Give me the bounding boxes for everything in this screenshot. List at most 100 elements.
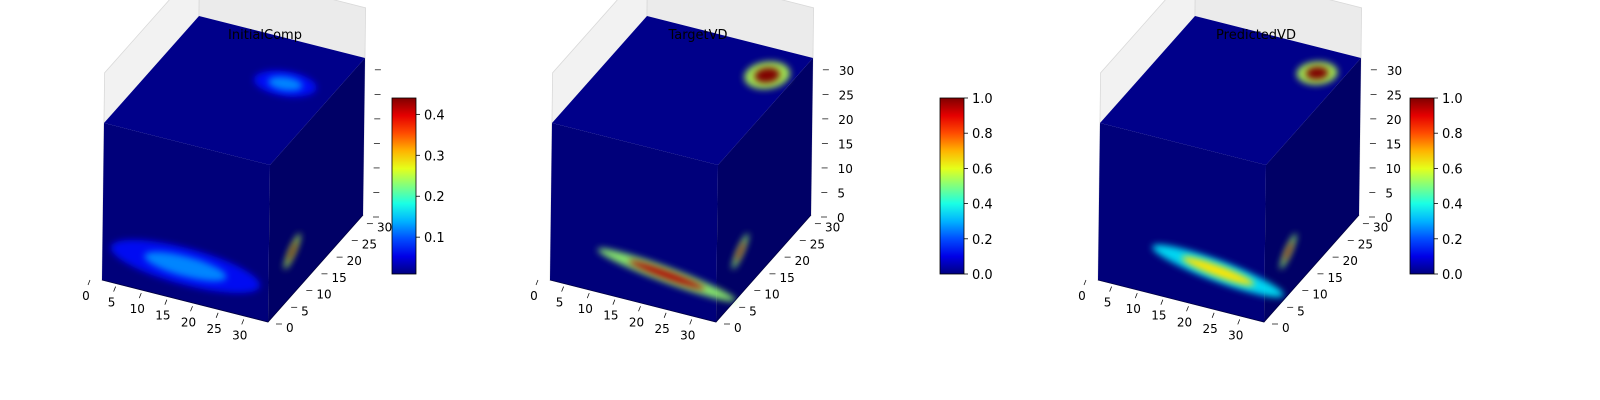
colorbar-tick-label: 0.1 xyxy=(424,231,445,246)
z-tick-label: 30 xyxy=(839,64,854,78)
y-tick-label: 30 xyxy=(825,221,840,235)
y-tick-label: 25 xyxy=(362,237,377,251)
voxel-feature-right xyxy=(735,241,745,262)
voxel-feature-front xyxy=(628,260,705,290)
x-tick-label: 20 xyxy=(181,315,196,329)
y-tick-label: 0 xyxy=(734,321,742,335)
x-tick xyxy=(561,286,564,292)
x-tick xyxy=(1211,312,1215,318)
x-tick xyxy=(113,286,116,292)
x-tick-label: 25 xyxy=(654,322,669,336)
voxel-feature-right xyxy=(1283,241,1293,262)
cube-top-face xyxy=(1100,16,1361,165)
x-tick xyxy=(138,292,142,299)
x-tick-label: 15 xyxy=(603,309,618,323)
y-tick-label: 10 xyxy=(316,288,331,302)
y-tick-label: 20 xyxy=(1343,254,1358,268)
x-tick-label: 20 xyxy=(1177,315,1192,329)
x-tick-label: 0 xyxy=(530,289,538,303)
x-tick-label: 20 xyxy=(629,315,644,329)
y-tick-label: 5 xyxy=(301,304,309,318)
x-tick-label: 10 xyxy=(578,302,593,316)
x-tick xyxy=(1134,292,1138,299)
chart-panel-2: 0 5 10 15 20 25 30051015202530051015202530Targ… xyxy=(530,0,993,342)
x-tick-label: 30 xyxy=(1228,328,1243,342)
cube-top-face xyxy=(104,16,365,165)
y-tick-label: 5 xyxy=(749,304,757,318)
x-tick-label: 10 xyxy=(1126,302,1141,316)
colorbar-tick-label: 0.4 xyxy=(1442,198,1463,213)
z-tick-label: 25 xyxy=(1387,88,1402,102)
y-tick-label: 20 xyxy=(795,254,810,268)
x-tick xyxy=(1083,279,1087,286)
colorbar-tick-label: 1.0 xyxy=(972,92,993,107)
colorbar-tick-label: 0.8 xyxy=(1442,127,1463,142)
voxel-feature-front xyxy=(144,251,227,282)
y-tick-label: 20 xyxy=(347,254,362,268)
colorbar-tick-label: 0.2 xyxy=(972,233,993,248)
cube-top-face xyxy=(552,16,813,165)
x-tick-label: 25 xyxy=(1202,322,1217,336)
x-tick xyxy=(164,299,168,305)
voxel-feature-top xyxy=(1305,66,1329,80)
x-tick xyxy=(638,306,641,312)
x-tick xyxy=(586,292,590,299)
y-tick-label: 5 xyxy=(1297,304,1305,318)
y-tick-label: 15 xyxy=(1327,271,1342,285)
x-tick xyxy=(215,312,219,318)
x-tick-label: 0 xyxy=(82,289,90,303)
x-tick-label: 5 xyxy=(108,296,116,310)
x-tick xyxy=(241,319,245,325)
z-tick-label: 15 xyxy=(1386,137,1401,151)
cube-edges xyxy=(101,214,364,323)
colorbar xyxy=(1409,97,1435,275)
chart-panel-3: 0 5 10 15 20 25 30051015202530051015202530Pred… xyxy=(1078,0,1463,342)
y-tick-label: 30 xyxy=(1373,221,1388,235)
x-tick xyxy=(689,319,693,325)
x-tick xyxy=(1160,299,1164,305)
z-tick-label: 0 xyxy=(837,211,845,225)
voxel-feature-front xyxy=(1181,256,1255,286)
x-tick xyxy=(1237,319,1241,325)
panel-title: InitialComp xyxy=(228,28,302,43)
cube-edges xyxy=(1097,214,1360,323)
x-tick-label: 25 xyxy=(206,322,221,336)
colorbar-tick-label: 0.2 xyxy=(424,190,445,205)
colorbar-tick-label: 0.6 xyxy=(972,162,993,177)
colorbar-tick-label: 0.4 xyxy=(972,198,993,213)
colorbar-tick-label: 0.4 xyxy=(424,108,445,123)
x-tick-label: 5 xyxy=(1104,296,1112,310)
chart-panel-1: 0 5 10 15 20 25 30051015202530InitialComp0.10.… xyxy=(82,0,445,342)
x-tick xyxy=(1186,306,1189,312)
colorbar xyxy=(939,97,965,275)
y-tick-label: 10 xyxy=(764,288,779,302)
colorbar-tick-label: 0.6 xyxy=(1442,162,1463,177)
z-tick-label: 30 xyxy=(1387,64,1402,78)
x-tick xyxy=(87,279,91,286)
z-tick-label: 10 xyxy=(1386,162,1401,176)
y-tick-label: 25 xyxy=(1358,237,1373,251)
colorbar-tick-label: 0.3 xyxy=(424,149,445,164)
voxel-feature-right xyxy=(287,241,297,262)
z-tick-label: 5 xyxy=(837,186,845,200)
y-tick-label: 0 xyxy=(286,321,294,335)
x-tick-label: 30 xyxy=(232,328,247,342)
z-tick-label: 5 xyxy=(1385,186,1393,200)
x-tick-label: 5 xyxy=(556,296,564,310)
panel-title: TargetVD xyxy=(667,28,727,43)
z-tick-label: 0 xyxy=(1385,211,1393,225)
x-tick-label: 10 xyxy=(130,302,145,316)
z-tick-label: 20 xyxy=(1386,113,1401,127)
y-tick-label: 10 xyxy=(1312,288,1327,302)
x-tick xyxy=(612,299,616,305)
x-tick-label: 30 xyxy=(680,328,695,342)
y-tick-label: 30 xyxy=(377,221,392,235)
cube-edges xyxy=(549,214,812,323)
x-tick-label: 15 xyxy=(1151,309,1166,323)
z-tick-label: 15 xyxy=(838,137,853,151)
colorbar-tick-label: 0.8 xyxy=(972,127,993,142)
voxel-feature-top xyxy=(754,67,780,83)
y-tick-label: 25 xyxy=(810,237,825,251)
colorbar xyxy=(391,97,417,275)
z-tick-label: 10 xyxy=(838,162,853,176)
